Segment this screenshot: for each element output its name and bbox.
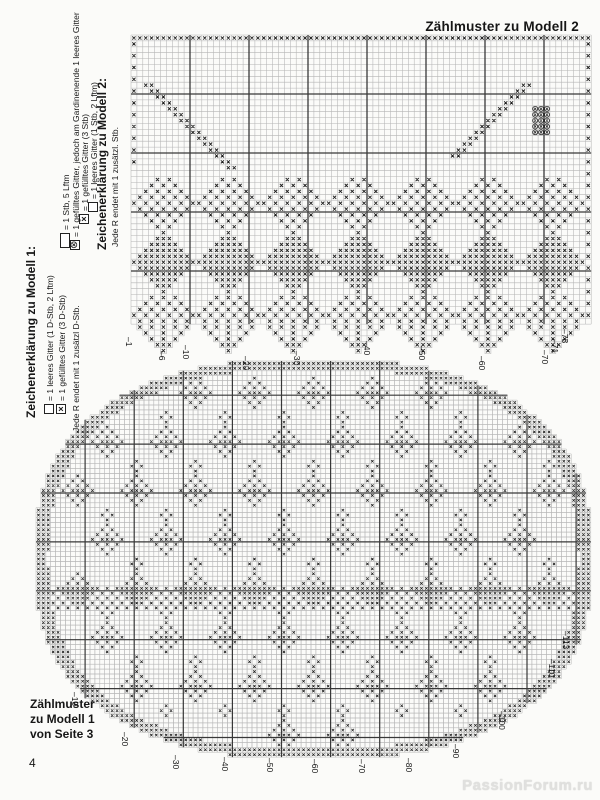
row-number-label: –71 <box>550 339 560 353</box>
row-number-label: –20 <box>241 356 251 370</box>
circled-grid-mark <box>532 117 539 124</box>
footer-title: Zählmuster zu Modell 1 von Seite 3 <box>30 697 95 742</box>
row-number-label: –50 <box>265 758 275 772</box>
circled-grid-symbol <box>70 240 80 250</box>
legend-note: Jede R endet mit 1 zusätzl. Stb. <box>110 126 120 247</box>
row-number-label: –50 <box>417 346 427 360</box>
circled-grid-mark <box>544 117 550 124</box>
row-number-label: –73 <box>560 329 570 343</box>
circled-grid-mark <box>538 117 544 124</box>
row-number-label: –6 <box>157 351 167 361</box>
circled-grid-mark <box>544 105 550 112</box>
row-number-label: –70 <box>357 759 367 773</box>
row-number-label: –60 <box>310 759 320 773</box>
row-number-label: –40 <box>220 757 230 771</box>
legend-item: = 1 gefülltes Gitter (3 D-Stb) <box>56 295 67 414</box>
legend-item: = 1 gefülltes Gitter, jedoch am Gardinen… <box>70 12 81 250</box>
footer-line: Zählmuster <box>30 697 95 711</box>
legend-item-text: = 1 gefülltes Gitter (3 Stb) <box>80 113 90 211</box>
chart2-title: Zählmuster zu Modell 2 <box>425 19 579 34</box>
filled-grid-marks <box>36 361 590 757</box>
row-number-label: –10 <box>181 345 191 359</box>
row-number-label: –40 <box>362 341 372 355</box>
circled-grid-mark <box>532 105 539 112</box>
row-number-label: –20 <box>120 732 130 746</box>
row-number-label: –90 <box>451 744 461 758</box>
legend-item-text: = 1 gefülltes Gitter, jedoch am Gardinen… <box>71 12 81 237</box>
legend-item-text: = 1 Stb, 5 Lftm <box>61 174 71 230</box>
legend-item: = 1 leeres Gitter (1 D-Stb, 2 Lftm) <box>44 275 55 414</box>
legend-item: = 1 Stb, 5 Lftm <box>60 174 71 248</box>
circled-grid-mark <box>544 111 550 118</box>
circled-grid-mark <box>544 129 550 136</box>
circled-grid-mark <box>532 123 539 130</box>
filled-grid-symbol <box>56 404 66 414</box>
footer-line: von Seite 3 <box>30 727 94 741</box>
row-number-label: –1 <box>124 337 134 347</box>
filled-grid-marks <box>131 36 591 353</box>
row-number-label: –80 <box>404 758 414 772</box>
row-number-label: –70 <box>540 350 550 364</box>
tall-empty-symbol <box>60 233 70 248</box>
circled-grid-mark <box>532 129 539 136</box>
row-number-label: –10 <box>70 692 80 706</box>
circled-grid-mark <box>538 129 544 136</box>
legend-note: Jede R endet mit 1 zusätzl D-Stb. <box>71 305 81 432</box>
legend-heading: Zeichenerklärung zu Modell 1: <box>24 245 38 418</box>
footer-line: zu Modell 1 <box>30 712 95 726</box>
row-number-label: –30 <box>292 351 302 365</box>
row-number-label: –30 <box>171 755 181 769</box>
circled-grid-mark <box>532 111 539 118</box>
watermark: PassionForum.ru <box>462 777 593 794</box>
circled-grid-mark <box>544 123 550 130</box>
page-number: 4 <box>29 756 36 770</box>
row-number-label: –60 <box>477 356 487 370</box>
circled-grid-mark <box>538 111 544 118</box>
filet-crochet-chart-model-2: –1 –6 –10 –20 –30 –40 –50 –60 –70–71–73 <box>124 34 592 370</box>
legend-item-text: = 1 leeres Gitter (1 Stb, 2 Lftm) <box>89 82 99 199</box>
filet-crochet-chart-model-1: –10 –20 –30 –40 –50 –60 –70 –80 –90 –100 –110 –113 <box>35 360 592 773</box>
row-number-label: –113 <box>561 631 571 650</box>
legend-item-text: = 1 gefülltes Gitter (3 D-Stb) <box>57 294 67 401</box>
circled-grid-mark <box>538 123 544 130</box>
circled-grid-mark <box>538 105 544 112</box>
legend-item-text: = 1 leeres Gitter (1 D-Stb, 2 Lftm) <box>45 275 55 401</box>
row-number-label: –110 <box>547 659 557 678</box>
empty-grid-symbol <box>44 404 54 414</box>
row-number-label: –100 <box>497 711 507 730</box>
